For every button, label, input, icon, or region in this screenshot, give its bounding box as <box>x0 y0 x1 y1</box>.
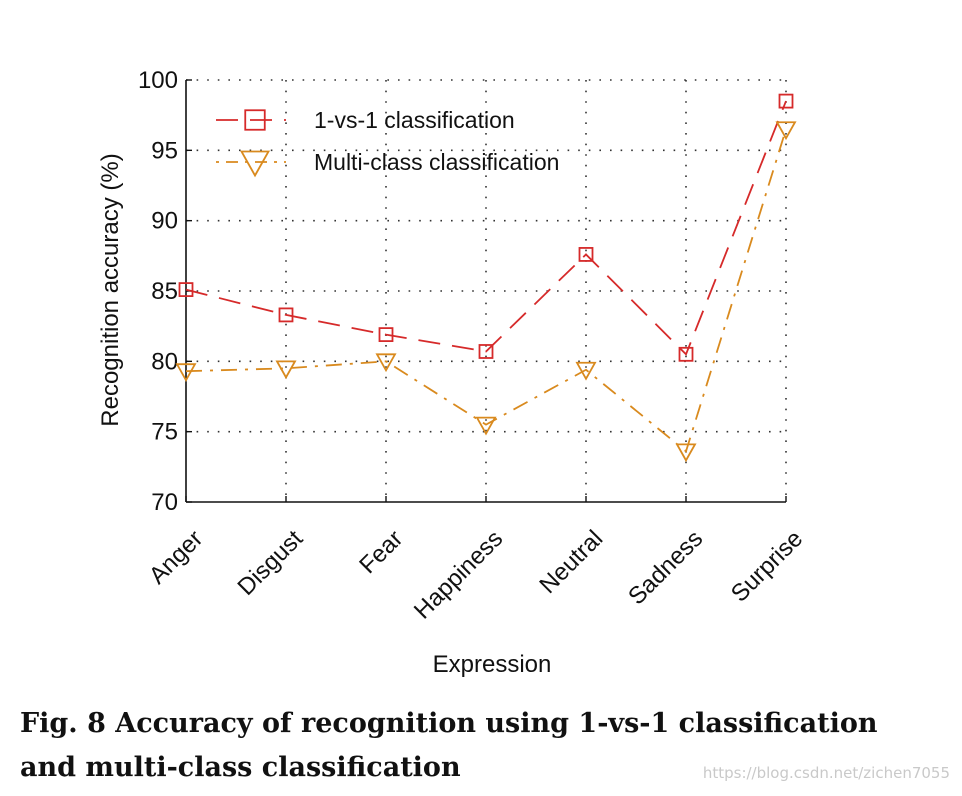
y-tick-label: 80 <box>151 348 178 375</box>
data-point <box>578 247 594 262</box>
y-tick-label: 85 <box>151 278 178 305</box>
figure-caption: Fig. 8 Accuracy of recognition using 1-v… <box>20 708 878 783</box>
x-tick-label: Sadness <box>623 525 708 610</box>
data-point <box>675 443 697 463</box>
x-tick-labels: Anger Disgust Fear Happiness Neutral Sadness S… <box>144 525 808 625</box>
axes <box>185 79 787 503</box>
data-point <box>575 361 597 381</box>
data-point <box>375 353 397 373</box>
legend: 1-vs-1 classification Multi-class classif… <box>216 107 559 178</box>
legend-marker <box>244 109 266 131</box>
y-tick-label: 100 <box>138 67 178 94</box>
series <box>175 93 797 463</box>
x-tick-label: Surprise <box>726 525 808 607</box>
data-point <box>278 307 294 323</box>
accuracy-line-chart: 70 75 80 85 90 95 100 Anger Disgust Fear Happines… <box>97 67 808 678</box>
x-tick-label: Neutral <box>534 525 608 599</box>
x-tick-label: Anger <box>144 525 208 589</box>
legend-marker <box>239 150 271 178</box>
y-axis-label: Recognition accuracy (%) <box>97 153 124 426</box>
x-tick-label: Happiness <box>409 525 508 624</box>
legend-label: 1-vs-1 classification <box>314 107 515 133</box>
legend-label: Multi-class classification <box>314 149 559 175</box>
data-point <box>378 327 394 343</box>
data-point <box>175 363 197 383</box>
series-1 <box>178 93 794 362</box>
series-line <box>185 128 787 453</box>
y-tick-labels: 70 75 80 85 90 95 100 <box>138 67 178 516</box>
y-tick-label: 70 <box>151 489 178 516</box>
data-point <box>178 282 194 297</box>
data-point <box>275 360 297 380</box>
legend-item: Multi-class classification <box>216 149 559 178</box>
grid-lines <box>186 79 787 502</box>
x-tick-label: Disgust <box>233 525 309 601</box>
watermark: https://blog.csdn.net/zichen7055 <box>702 764 950 782</box>
y-tick-label: 90 <box>151 208 178 235</box>
legend-item: 1-vs-1 classification <box>216 107 515 133</box>
data-point <box>678 346 694 362</box>
data-point <box>475 416 497 436</box>
series-2 <box>175 121 797 463</box>
y-tick-label: 95 <box>151 137 178 164</box>
data-point <box>478 344 494 359</box>
x-axis-label: Expression <box>433 651 552 678</box>
data-point <box>778 93 794 109</box>
data-point <box>775 121 797 141</box>
y-tick-label: 75 <box>151 419 178 446</box>
x-tick-label: Fear <box>354 525 408 579</box>
series-line <box>185 100 787 356</box>
